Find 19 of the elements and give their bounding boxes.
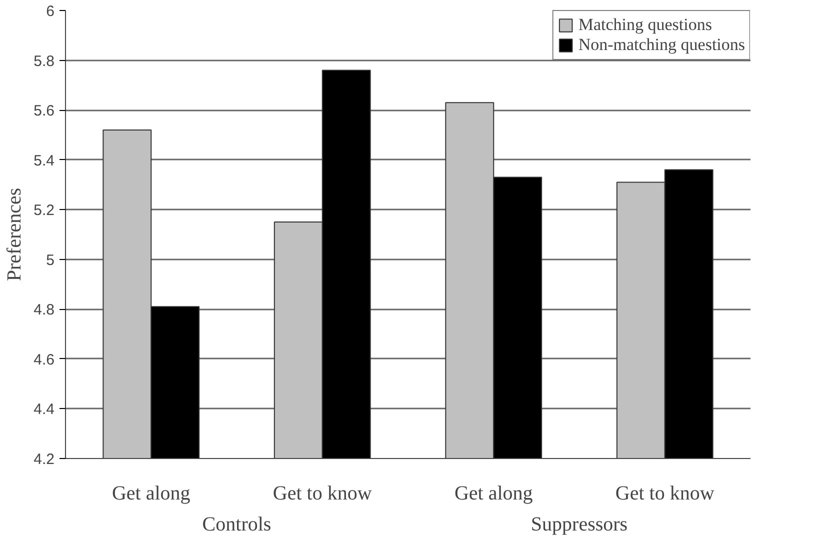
y-axis-title: Preferences bbox=[4, 188, 26, 282]
y-tick-label: 5.4 bbox=[34, 152, 55, 170]
y-tick-label: 5.6 bbox=[34, 102, 55, 120]
text: Controls bbox=[202, 514, 272, 536]
y-tick-label: 6 bbox=[46, 3, 54, 20]
legend-label: Matching questions bbox=[578, 15, 712, 35]
y-tick-label: 5 bbox=[46, 252, 54, 269]
y-tick-label: 5.2 bbox=[34, 202, 55, 220]
y-tick-label: 4.8 bbox=[34, 302, 55, 319]
y-tick-label: 4.6 bbox=[34, 351, 55, 368]
legend-label: Non-matching questions bbox=[578, 35, 745, 55]
text: Suppressors bbox=[530, 514, 628, 536]
y-tick-label: 4.4 bbox=[34, 401, 55, 418]
x-tick-label: Get along bbox=[112, 482, 190, 504]
y-tick-label: 5.8 bbox=[34, 52, 55, 70]
y-tick-label: 4.2 bbox=[34, 451, 55, 468]
x-tick-label: Get along bbox=[454, 482, 533, 504]
x-tick-label: Get to know bbox=[272, 482, 372, 504]
x-tick-label: Get to know bbox=[615, 482, 715, 504]
